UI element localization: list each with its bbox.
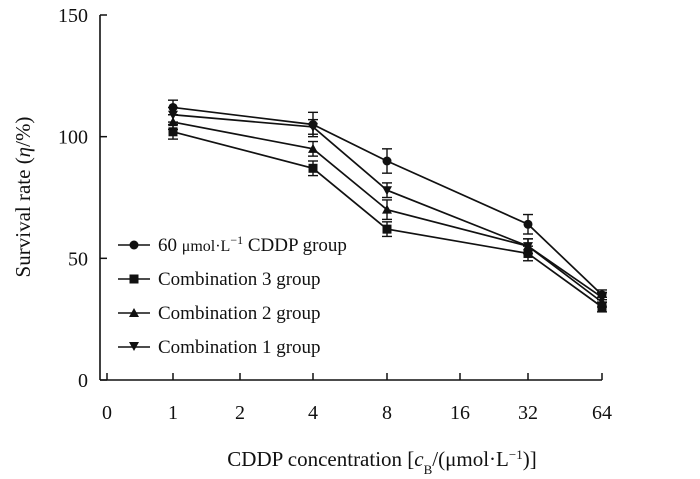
legend-marker-triangle-up (129, 308, 139, 317)
legend-label-combination-2: Combination 2 group (158, 303, 321, 324)
legend: 60 μmol·L−1 CDDP group Combination 3 gro… (118, 233, 347, 358)
x-tick-label: 64 (592, 402, 612, 424)
legend-label-cddp: 60 μmol·L−1 CDDP group (158, 233, 347, 256)
legend-item-combination-2: Combination 2 group (118, 303, 321, 324)
legend-item-combination-1: Combination 1 group (118, 337, 321, 358)
data-point-square (308, 163, 318, 173)
y-tick-label: 0 (78, 370, 88, 392)
data-point-triangle-down (523, 242, 533, 252)
y-tick-label: 50 (68, 248, 88, 270)
legend-marker-triangle-down (129, 342, 139, 351)
x-ticks-group: 0 1 2 4 8 16 32 64 (102, 373, 612, 424)
y-ticks-group: 0 50 100 150 (58, 5, 107, 392)
x-tick-label: 16 (450, 402, 470, 424)
legend-marker-circle (129, 240, 139, 250)
data-point-triangle-down (597, 293, 607, 303)
data-point-square (382, 224, 392, 234)
x-tick-label: 2 (235, 402, 245, 424)
x-axis-title: CDDP concentration [cB/(μmol·L−1)] (227, 447, 536, 477)
legend-item-cddp: 60 μmol·L−1 CDDP group (118, 233, 347, 256)
data-point-triangle-up (382, 204, 392, 214)
data-point-triangle-up (308, 143, 318, 153)
x-tick-label: 0 (102, 402, 112, 424)
data-point-triangle-down (308, 122, 318, 132)
x-tick-label: 1 (168, 402, 178, 424)
y-tick-label: 150 (58, 5, 88, 27)
series-group (168, 99, 607, 313)
y-tick-label: 100 (58, 127, 88, 149)
legend-label-combination-1: Combination 1 group (158, 337, 321, 358)
data-point-square (168, 127, 178, 137)
data-point-circle (523, 219, 533, 229)
data-point-triangle-down (168, 110, 178, 120)
axes-group (99, 15, 602, 381)
legend-item-combination-3: Combination 3 group (118, 269, 321, 290)
x-tick-label: 4 (308, 402, 318, 424)
data-point-triangle-down (382, 186, 392, 196)
legend-marker-square (129, 274, 139, 284)
y-axis-title: Survival rate (η/%) (11, 117, 35, 278)
series-triangle-down (168, 106, 607, 303)
data-point-circle (382, 156, 392, 166)
x-tick-label: 8 (382, 402, 392, 424)
x-tick-label: 32 (518, 402, 538, 424)
legend-label-combination-3: Combination 3 group (158, 269, 321, 290)
